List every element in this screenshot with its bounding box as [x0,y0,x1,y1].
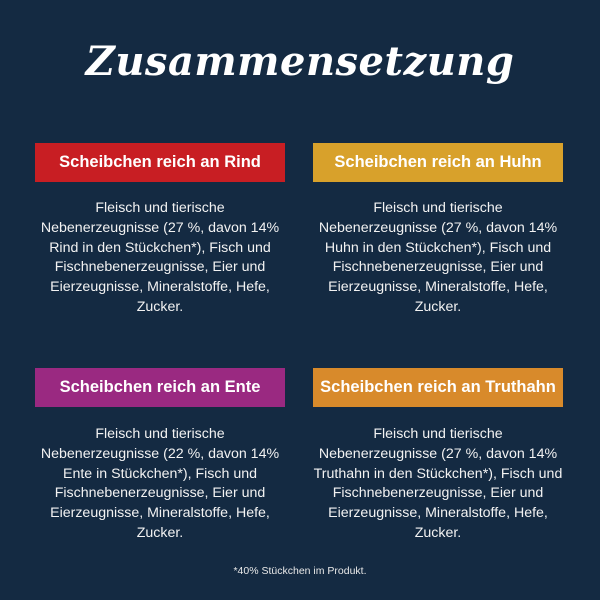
ingredient-line: Truthahn in den Stückchen*), Fisch und [313,465,563,482]
ingredient-line: Zucker. [136,298,184,315]
ingredient-line: Fleisch und tierische [373,200,503,216]
ingredients-rind: Fleisch und tierische Nebenerzeugnisse (… [21,199,299,318]
ingredient-line: Nebenerzeugnisse (22 %, davon 14% [40,445,280,462]
ingredients-huhn: Fleisch und tierische Nebenerzeugnisse (… [299,199,577,318]
footnote: *40% Stückchen im Produkt. [233,565,367,577]
page-title: Zusammensetzung [85,38,515,85]
banner-truthahn: Scheibchen reich an Truthahn [313,368,563,407]
ingredient-line: Eierzeugnisse, Mineralstoffe, Hefe, [50,279,270,296]
ingredient-line: Fleisch und tierische [95,426,225,442]
ingredients-ente: Fleisch und tierische Nebenerzeugnisse (… [21,425,299,544]
ingredient-line: Huhn in den Stückchen*), Fisch und [324,239,552,256]
ingredient-line: Rind in den Stückchen*), Fisch und [49,239,271,256]
ingredient-line: Zucker. [414,524,462,541]
ingredient-line: Fischnebenerzeugnisse, Eier und [332,485,544,502]
ingredient-line: Ente in Stückchen*), Fisch und [63,465,257,482]
ingredient-line: Fischnebenerzeugnisse, Eier und [54,259,266,276]
ingredient-line: Zucker. [414,298,462,315]
banner-huhn: Scheibchen reich an Huhn [313,143,563,182]
ingredients-truthahn: Fleisch und tierische Nebenerzeugnisse (… [299,425,577,544]
banner-rind: Scheibchen reich an Rind [35,143,285,182]
ingredient-line: Fischnebenerzeugnisse, Eier und [332,259,544,276]
ingredient-line: Fleisch und tierische [373,426,503,442]
ingredient-line: Eierzeugnisse, Mineralstoffe, Hefe, [328,279,548,296]
ingredient-line: Fleisch und tierische [95,200,225,216]
ingredient-line: Eierzeugnisse, Mineralstoffe, Hefe, [50,505,270,522]
ingredient-line: Fischnebenerzeugnisse, Eier und [54,485,266,502]
banner-ente: Scheibchen reich an Ente [35,368,285,407]
ingredient-line: Eierzeugnisse, Mineralstoffe, Hefe, [328,505,548,522]
ingredient-line: Zucker. [136,524,184,541]
ingredient-line: Nebenerzeugnisse (27 %, davon 14% [40,219,280,236]
ingredient-line: Nebenerzeugnisse (27 %, davon 14% [318,445,558,462]
ingredient-line: Nebenerzeugnisse (27 %, davon 14% [318,219,558,236]
